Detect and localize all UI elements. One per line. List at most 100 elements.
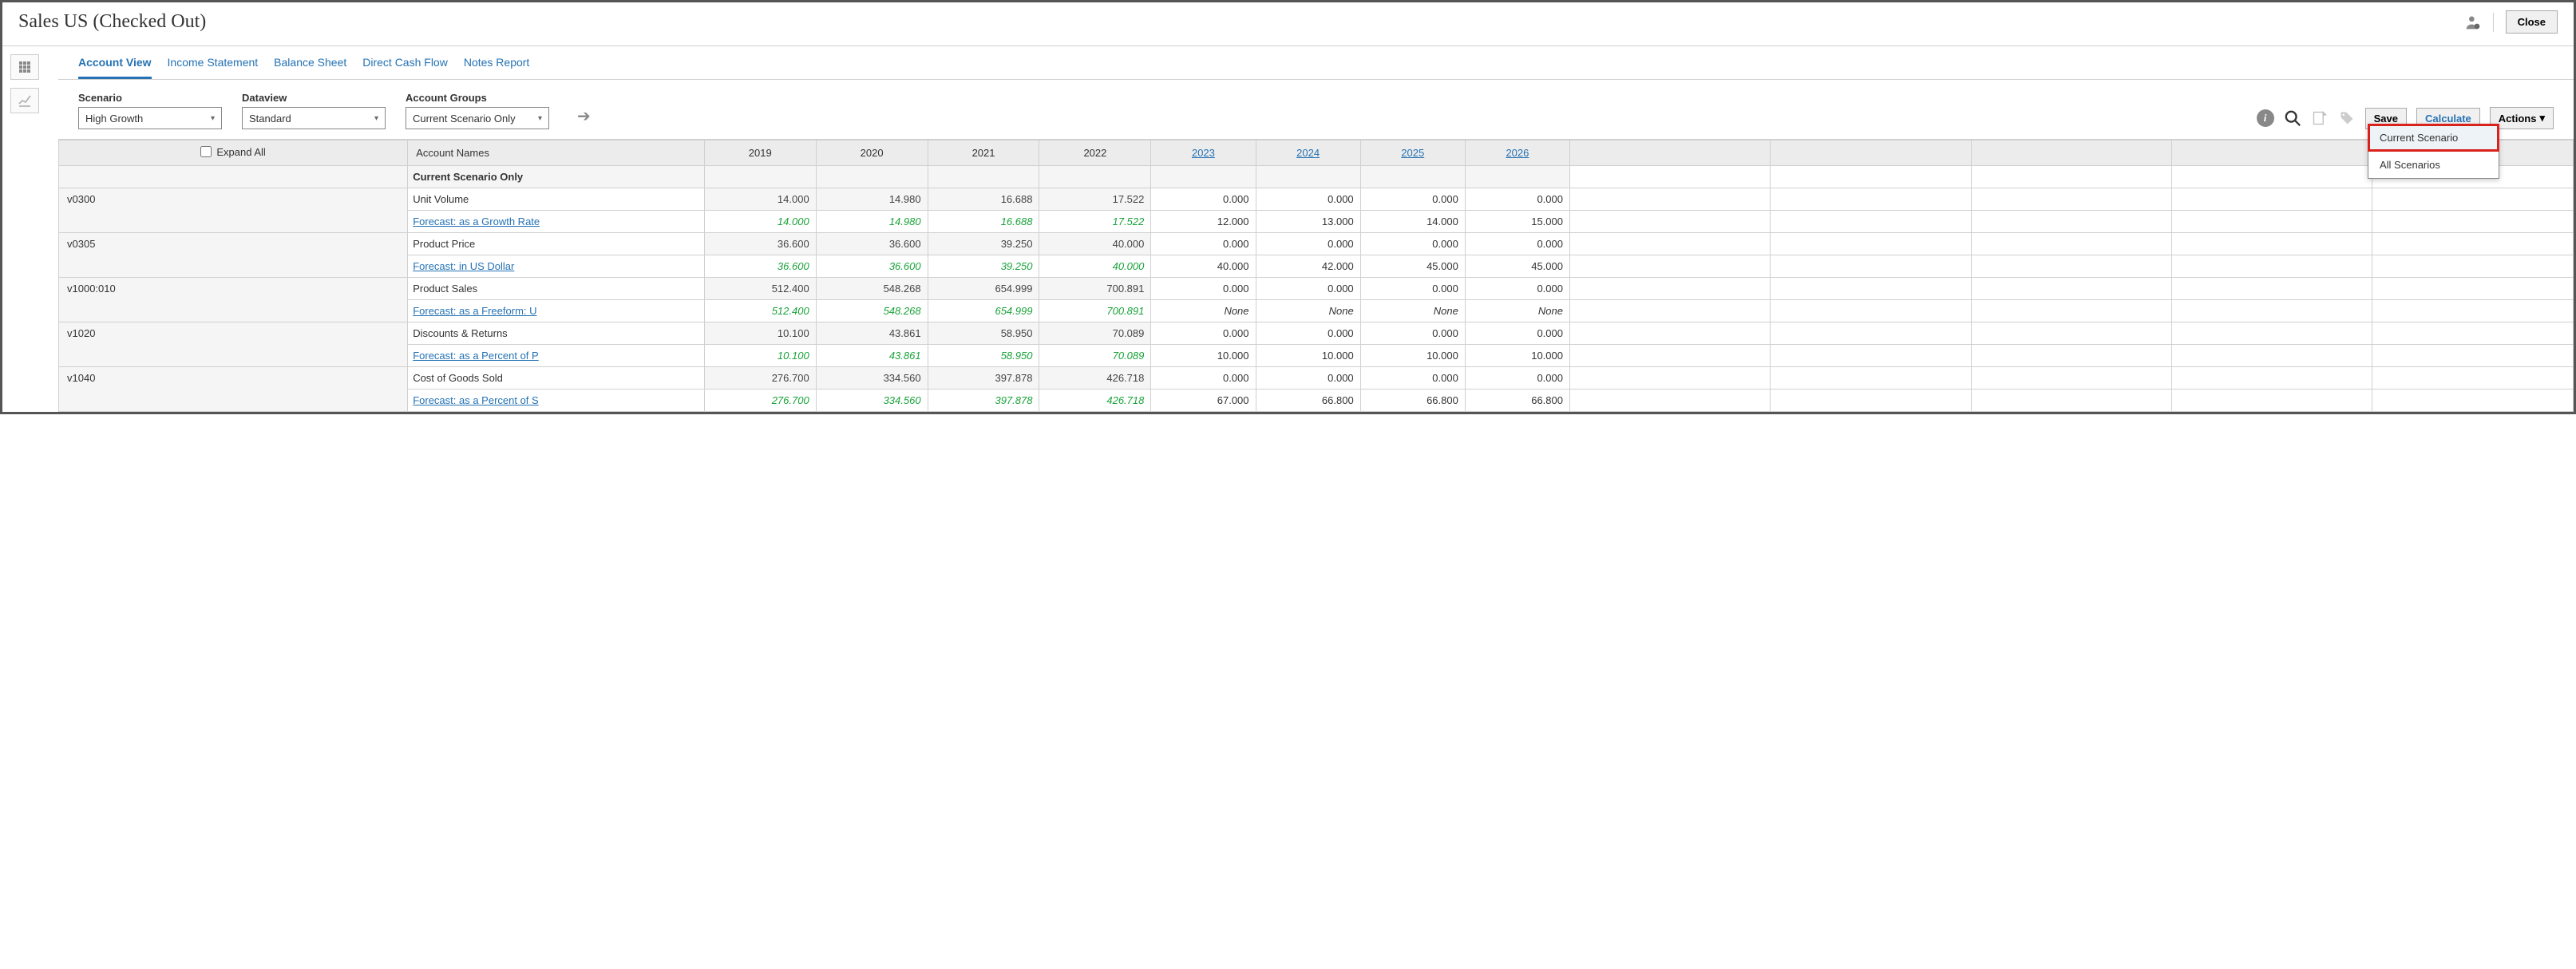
value-cell[interactable]: 0.000 (1465, 322, 1569, 345)
value-cell[interactable]: 66.800 (1360, 390, 1465, 412)
value-cell[interactable]: 13.000 (1256, 211, 1360, 233)
value-cell[interactable]: 334.560 (816, 367, 928, 390)
col-year-2026[interactable]: 2026 (1465, 140, 1569, 166)
value-cell[interactable]: 70.089 (1039, 345, 1151, 367)
value-cell[interactable]: 40.000 (1039, 255, 1151, 278)
value-cell[interactable]: 548.268 (816, 278, 928, 300)
value-cell[interactable]: None (1360, 300, 1465, 322)
value-cell[interactable]: 0.000 (1256, 278, 1360, 300)
value-cell[interactable]: 654.999 (928, 300, 1039, 322)
tab-notes-report[interactable]: Notes Report (464, 56, 529, 79)
value-cell[interactable]: 16.688 (928, 211, 1039, 233)
value-cell[interactable]: 14.980 (816, 211, 928, 233)
value-cell[interactable]: 66.800 (1256, 390, 1360, 412)
value-cell[interactable]: 45.000 (1360, 255, 1465, 278)
forecast-name[interactable]: Forecast: as a Freeform: U (408, 300, 705, 322)
value-cell[interactable]: 43.861 (816, 345, 928, 367)
value-cell[interactable]: 276.700 (704, 390, 816, 412)
value-cell[interactable]: 397.878 (928, 367, 1039, 390)
value-cell[interactable]: 66.800 (1465, 390, 1569, 412)
dropdown-item-all-scenarios[interactable]: All Scenarios (2368, 152, 2499, 178)
value-cell[interactable]: 700.891 (1039, 278, 1151, 300)
value-cell[interactable]: 17.522 (1039, 211, 1151, 233)
col-year-2023[interactable]: 2023 (1151, 140, 1256, 166)
grid-view-icon[interactable] (10, 54, 39, 80)
chart-view-icon[interactable] (10, 88, 39, 113)
value-cell[interactable]: 40.000 (1039, 233, 1151, 255)
value-cell[interactable]: 14.000 (1360, 211, 1465, 233)
forecast-name[interactable]: Forecast: as a Percent of P (408, 345, 705, 367)
dataview-select[interactable]: Standard ▾ (242, 107, 386, 129)
value-cell[interactable]: 39.250 (928, 233, 1039, 255)
expand-all-checkbox[interactable]: Expand All (200, 146, 265, 158)
forecast-name[interactable]: Forecast: in US Dollar (408, 255, 705, 278)
value-cell[interactable]: 276.700 (704, 367, 816, 390)
col-year-2025[interactable]: 2025 (1360, 140, 1465, 166)
value-cell[interactable]: 0.000 (1465, 188, 1569, 211)
value-cell[interactable]: 36.600 (816, 255, 928, 278)
tab-direct-cash-flow[interactable]: Direct Cash Flow (362, 56, 448, 79)
tag-icon[interactable] (2338, 109, 2356, 127)
value-cell[interactable]: 14.000 (704, 211, 816, 233)
value-cell[interactable]: 0.000 (1360, 188, 1465, 211)
value-cell[interactable]: 0.000 (1151, 367, 1256, 390)
value-cell[interactable]: 0.000 (1465, 233, 1569, 255)
value-cell[interactable]: 0.000 (1360, 278, 1465, 300)
info-icon[interactable]: i (2257, 109, 2274, 127)
value-cell[interactable]: 45.000 (1465, 255, 1569, 278)
value-cell[interactable]: 43.861 (816, 322, 928, 345)
value-cell[interactable]: 0.000 (1360, 367, 1465, 390)
forecast-name[interactable]: Forecast: as a Growth Rate (408, 211, 705, 233)
value-cell[interactable]: 10.000 (1360, 345, 1465, 367)
value-cell[interactable]: 14.980 (816, 188, 928, 211)
value-cell[interactable]: 512.400 (704, 278, 816, 300)
value-cell[interactable]: 42.000 (1256, 255, 1360, 278)
tab-balance-sheet[interactable]: Balance Sheet (274, 56, 346, 79)
value-cell[interactable]: 0.000 (1151, 233, 1256, 255)
value-cell[interactable]: 0.000 (1151, 322, 1256, 345)
value-cell[interactable]: 0.000 (1360, 233, 1465, 255)
go-arrow-icon[interactable]: ➔ (577, 106, 591, 126)
value-cell[interactable]: 10.100 (704, 322, 816, 345)
value-cell[interactable]: 14.000 (704, 188, 816, 211)
account-groups-select[interactable]: Current Scenario Only ▾ (406, 107, 549, 129)
value-cell[interactable]: 0.000 (1465, 278, 1569, 300)
value-cell[interactable]: 36.600 (704, 255, 816, 278)
search-icon[interactable] (2284, 109, 2301, 127)
value-cell[interactable]: 0.000 (1151, 188, 1256, 211)
value-cell[interactable]: 700.891 (1039, 300, 1151, 322)
value-cell[interactable]: 654.999 (928, 278, 1039, 300)
value-cell[interactable]: 548.268 (816, 300, 928, 322)
value-cell[interactable]: 0.000 (1256, 188, 1360, 211)
value-cell[interactable]: 67.000 (1151, 390, 1256, 412)
value-cell[interactable]: 39.250 (928, 255, 1039, 278)
value-cell[interactable]: 426.718 (1039, 367, 1151, 390)
value-cell[interactable]: 70.089 (1039, 322, 1151, 345)
value-cell[interactable]: None (1465, 300, 1569, 322)
value-cell[interactable]: 0.000 (1151, 278, 1256, 300)
value-cell[interactable]: None (1151, 300, 1256, 322)
value-cell[interactable]: 10.100 (704, 345, 816, 367)
value-cell[interactable]: 10.000 (1465, 345, 1569, 367)
value-cell[interactable]: 12.000 (1151, 211, 1256, 233)
value-cell[interactable]: 0.000 (1360, 322, 1465, 345)
value-cell[interactable]: 426.718 (1039, 390, 1151, 412)
value-cell[interactable]: 10.000 (1256, 345, 1360, 367)
tab-account-view[interactable]: Account View (78, 56, 152, 79)
value-cell[interactable]: 0.000 (1256, 233, 1360, 255)
value-cell[interactable]: 16.688 (928, 188, 1039, 211)
value-cell[interactable]: 10.000 (1151, 345, 1256, 367)
forecast-name[interactable]: Forecast: as a Percent of S (408, 390, 705, 412)
close-button[interactable]: Close (2506, 10, 2558, 34)
value-cell[interactable]: 397.878 (928, 390, 1039, 412)
dropdown-item-current-scenario[interactable]: Current Scenario (2368, 125, 2499, 151)
value-cell[interactable]: 334.560 (816, 390, 928, 412)
value-cell[interactable]: 58.950 (928, 322, 1039, 345)
value-cell[interactable]: 0.000 (1256, 367, 1360, 390)
scenario-select[interactable]: High Growth ▾ (78, 107, 222, 129)
value-cell[interactable]: 36.600 (704, 233, 816, 255)
value-cell[interactable]: 0.000 (1465, 367, 1569, 390)
value-cell[interactable]: None (1256, 300, 1360, 322)
value-cell[interactable]: 512.400 (704, 300, 816, 322)
tab-income-statement[interactable]: Income Statement (168, 56, 259, 79)
